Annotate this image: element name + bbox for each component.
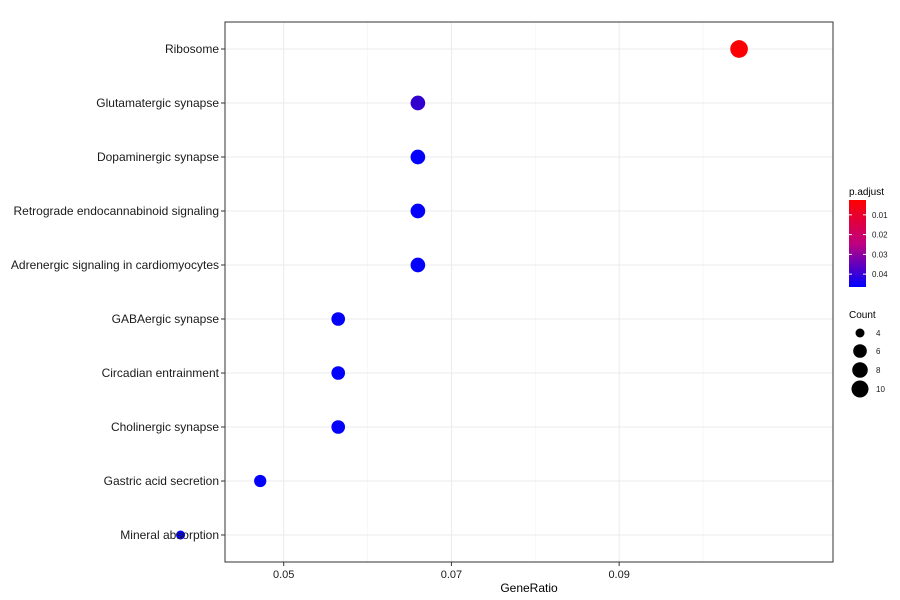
grid-lines [225,22,833,562]
p-adjust-legend: p.adjust 0.01 0.02 0.03 0.04 [849,187,888,287]
y-tick-label: Cholinergic synapse [111,420,219,434]
data-point [331,420,346,434]
colorbar-tick-label: 0.01 [872,211,888,220]
y-tick-label: Mineral absorption [120,528,219,542]
count-legend-label: 6 [876,347,881,356]
count-legend-label: 4 [876,329,881,338]
y-tick-label: Dopaminergic synapse [97,150,219,164]
x-axis: 0.05 0.07 0.09 [273,562,630,581]
y-tick-label: Retrograde endocannabinoid signaling [14,204,220,218]
p-adjust-colorbar [849,200,866,287]
colorbar-tick-label: 0.04 [872,270,888,279]
y-tick-label: Gastric acid secretion [104,474,219,488]
count-legend-key [852,362,868,378]
data-point [254,474,267,488]
data-points [176,40,748,540]
plot-panel-border [224,21,834,563]
data-point [331,366,346,380]
count-legend-label: 10 [876,385,885,394]
data-point [331,312,346,326]
y-tick-label: Adrenergic signaling in cardiomyocytes [11,258,219,272]
plot-panel-background [225,22,833,562]
colorbar-tick-label: 0.03 [872,250,888,259]
x-tick-label: 0.07 [441,569,462,581]
p-adjust-legend-title: p.adjust [849,187,884,198]
count-legend: Count 4 6 8 10 [849,310,885,398]
x-tick-label: 0.09 [608,569,629,581]
data-point [410,257,426,273]
count-legend-key [851,380,869,398]
y-tick-label: GABAergic synapse [112,312,220,326]
y-tick-label: Glutamatergic synapse [96,96,219,110]
colorbar-tick-label: 0.02 [872,231,888,240]
count-legend-title: Count [849,310,876,321]
count-legend-label: 8 [876,366,881,375]
x-tick-label: 0.05 [273,569,294,581]
data-point [176,530,186,540]
data-point [730,40,748,58]
data-point [410,95,426,111]
count-legend-key [853,344,867,358]
y-tick-label: Circadian entrainment [102,366,220,380]
data-point [410,149,426,165]
data-point [410,203,426,219]
x-axis-title: GeneRatio [500,581,558,595]
y-axis: Ribosome Glutamatergic synapse Dopaminergi… [11,42,225,542]
y-tick-label: Ribosome [165,42,219,56]
count-legend-key [855,328,865,338]
